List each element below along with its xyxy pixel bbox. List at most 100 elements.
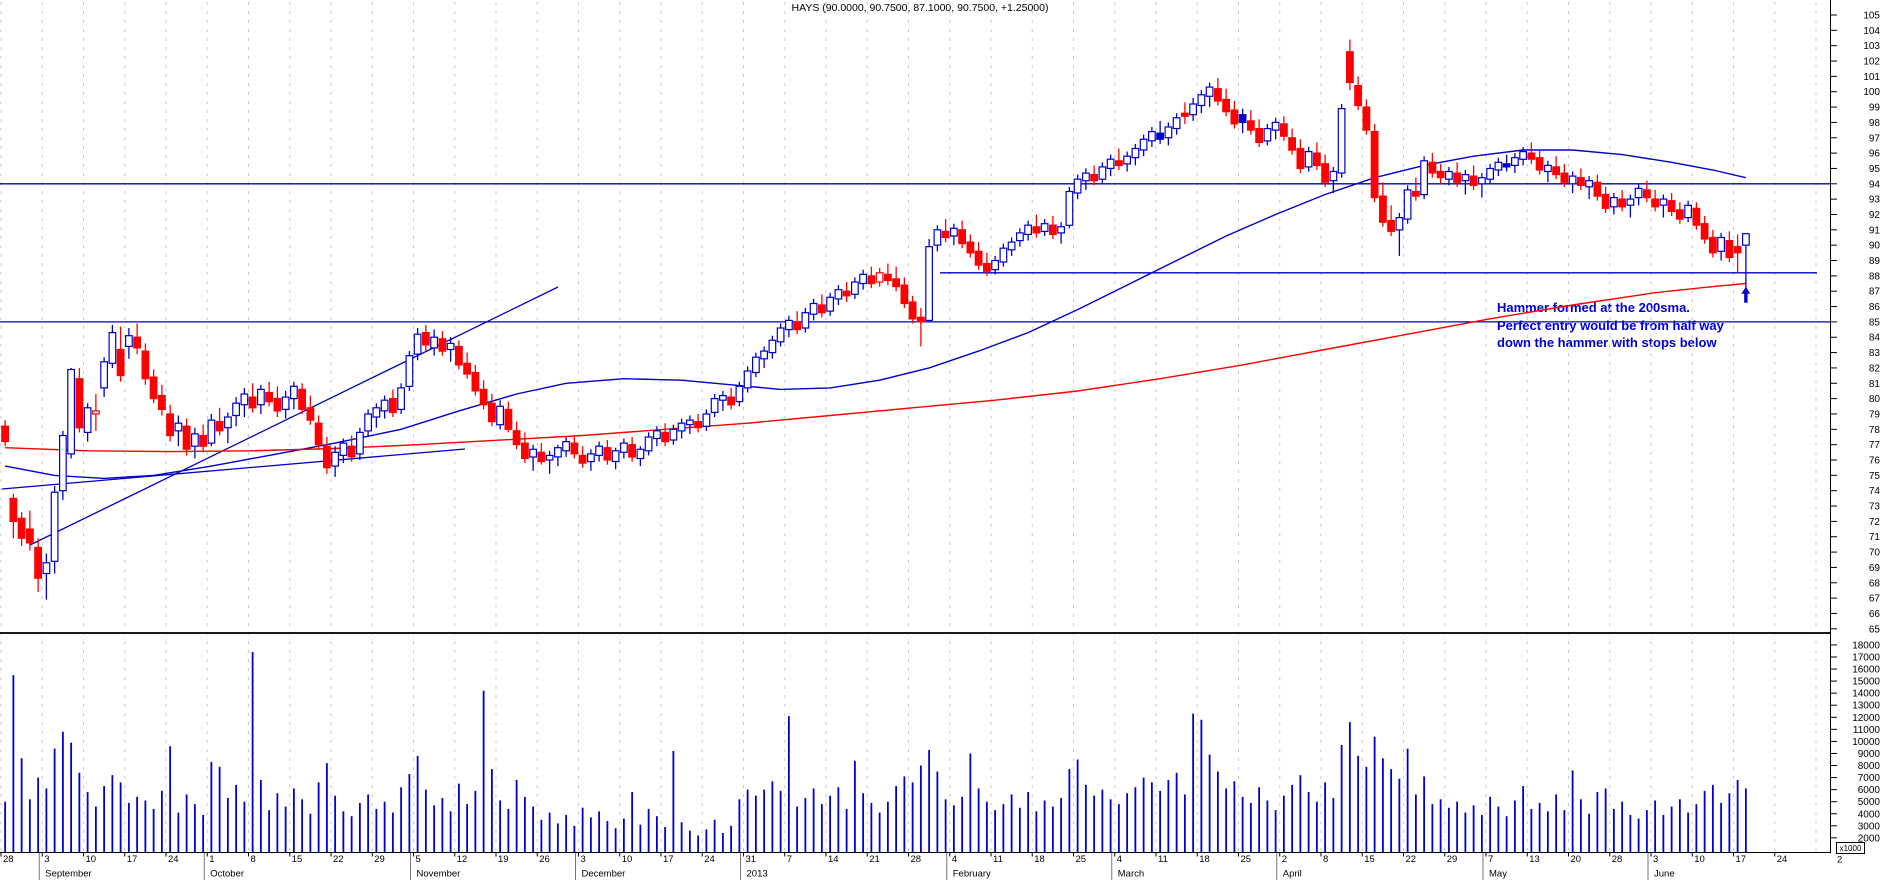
svg-text:24: 24 [704,854,715,865]
svg-text:105: 105 [1863,11,1880,22]
candle-body [529,448,537,458]
svg-text:22: 22 [1406,854,1417,865]
candle-body [702,413,711,427]
svg-text:3: 3 [1653,854,1658,865]
candle-body [586,453,595,463]
svg-text:25: 25 [1076,854,1087,865]
svg-text:101: 101 [1863,72,1880,83]
svg-text:15: 15 [292,854,303,865]
svg-text:77: 77 [1869,440,1881,451]
svg-text:13: 13 [1529,854,1540,865]
svg-text:94: 94 [1869,179,1881,190]
candle-body [1288,137,1297,151]
candle-body [248,396,257,409]
svg-text:28: 28 [911,854,922,865]
svg-text:4: 4 [952,854,957,865]
candle-body [463,362,471,375]
svg-text:March: March [1118,869,1144,880]
candle-body [611,450,620,463]
svg-text:83: 83 [1869,348,1881,359]
candle-body [1502,163,1511,168]
candle-body [339,442,348,457]
svg-text:86: 86 [1869,302,1881,313]
svg-text:29: 29 [374,854,385,865]
svg-text:May: May [1489,869,1507,880]
svg-text:6000: 6000 [1858,785,1881,796]
candle-body [1717,236,1726,252]
candle-body [397,387,405,410]
candle-body [677,422,686,432]
svg-text:11: 11 [993,854,1003,865]
candle-body [1428,161,1437,174]
candle-body [1032,226,1041,234]
candle-body [1164,126,1173,139]
candle-body [1156,132,1165,140]
svg-text:June: June [1654,869,1675,880]
svg-text:73: 73 [1869,502,1881,513]
candle-body [1172,117,1181,130]
candle-body [875,272,884,283]
candle-body [1387,220,1396,232]
candle-body [323,445,331,469]
svg-text:89: 89 [1869,256,1881,267]
svg-text:15000: 15000 [1852,677,1880,688]
candle-body [644,436,653,452]
candle-body [982,263,991,272]
svg-text:28: 28 [3,854,14,865]
candle-body [1486,167,1495,180]
candle-body [1090,174,1099,182]
candle-body [141,350,150,380]
candle-body [182,425,191,450]
candle-body [199,434,208,447]
candle-body [966,241,975,254]
svg-text:February: February [953,869,991,880]
svg-text:85: 85 [1869,317,1881,328]
candle-body [1024,224,1033,235]
candle-body [628,444,636,458]
candle-body [100,361,109,389]
svg-text:69: 69 [1869,563,1881,574]
candle-body [1659,198,1668,206]
candle-body [34,546,42,579]
candle-body [240,393,249,406]
candle-body [949,227,958,237]
candle-body [1337,107,1346,174]
svg-text:17: 17 [663,854,674,865]
svg-text:81: 81 [1869,379,1881,390]
candle-body [809,302,818,315]
candle-body [685,419,694,426]
candle-body [347,445,356,458]
candle-body [174,422,183,432]
candle-body [1568,175,1577,185]
svg-text:9000: 9000 [1858,749,1881,760]
svg-text:12000: 12000 [1852,713,1880,724]
candle-body [389,398,397,414]
svg-text:88: 88 [1869,271,1881,282]
chart-title: HAYS (90.0000, 90.7500, 87.1000, 90.7500… [791,2,1049,14]
candle-body [801,312,810,329]
svg-text:95: 95 [1869,164,1881,175]
candle-body [652,430,661,440]
svg-text:26: 26 [539,854,550,865]
candle-body [1147,131,1156,142]
candle-body [1238,114,1247,123]
svg-text:4000: 4000 [1858,809,1881,820]
candle-body [1222,98,1231,113]
candle-body [1411,190,1420,197]
candle-body [1040,223,1049,232]
candle-body [364,413,372,432]
svg-text:7: 7 [1488,854,1493,865]
candle-body [974,250,983,266]
candle-body [1593,181,1602,197]
candle-body [916,316,925,323]
svg-text:10: 10 [1694,854,1705,865]
svg-text:5: 5 [416,854,421,865]
candle-body [1362,106,1371,131]
svg-text:91: 91 [1869,225,1881,236]
candle-body [116,348,125,377]
svg-text:2: 2 [1837,855,1842,866]
sma-50-line [4,149,1747,480]
candle-body [1205,86,1214,97]
